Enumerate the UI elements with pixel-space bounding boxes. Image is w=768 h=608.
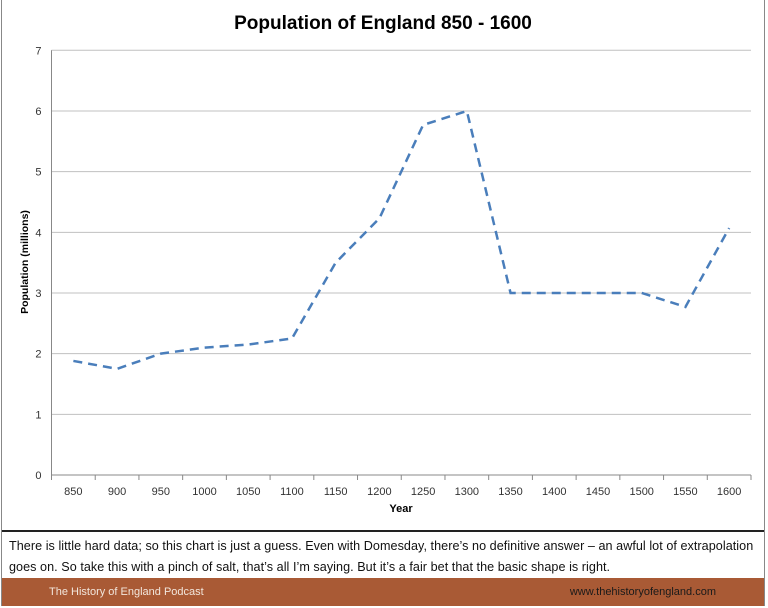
y-tick-label: 1 [35,409,41,421]
y-tick-label: 2 [35,349,41,361]
y-tick-label: 6 [35,106,41,118]
x-tick-label: 950 [152,486,170,498]
y-tick-label: 7 [35,45,41,57]
y-tick-label: 4 [35,227,41,239]
caption-text: There is little hard data; so this chart… [2,530,764,578]
x-tick-label: 900 [108,486,126,498]
x-axis-label: Year [389,503,413,515]
footer-podcast-name: The History of England Podcast [49,586,204,598]
chart-title: Population of England 850 - 1600 [234,13,532,34]
x-tick-label: 1350 [498,486,522,498]
x-tick-label: 1050 [236,486,260,498]
x-tick-label: 1250 [411,486,435,498]
footer-bar: The History of England Podcast www.thehi… [2,578,764,606]
x-tick-label: 1200 [367,486,391,498]
x-tick-label: 1600 [717,486,741,498]
line-chart: Population of England 850 - 1600 0 1 2 3 4 5 6… [19,13,752,515]
x-tick-label: 1500 [629,486,653,498]
x-tick-label: 1400 [542,486,566,498]
x-tick-label: 1000 [192,486,216,498]
x-tick-label: 1300 [455,486,479,498]
population-line [73,109,731,371]
y-tick-label: 5 [35,167,41,179]
x-tick-label: 1550 [673,486,697,498]
x-tick-label: 1100 [280,486,304,498]
y-tick-label: 0 [35,470,41,482]
y-tick-label: 3 [35,288,41,300]
x-tick-label: 850 [64,486,82,498]
y-axis-label: Population (millions) [19,210,31,314]
footer-website-link[interactable]: www.thehistoryofengland.com [569,586,716,598]
x-tick-label: 1450 [586,486,610,498]
x-tick-label: 1150 [324,486,348,498]
